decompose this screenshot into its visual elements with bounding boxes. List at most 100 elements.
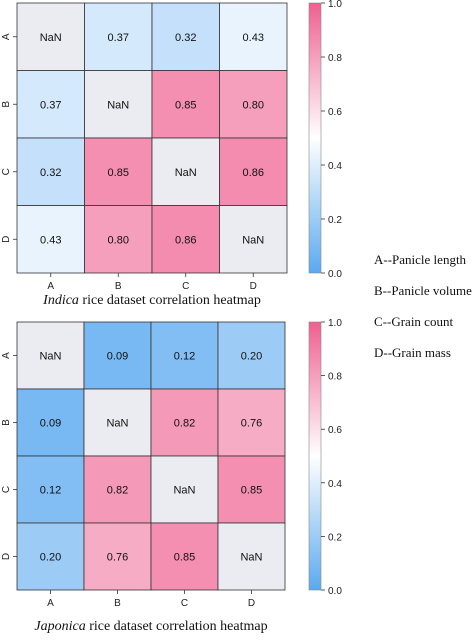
chart-title-rest: rice dataset correlation heatmap (79, 293, 261, 308)
heatmap-cell (16, 205, 85, 274)
cell-value-label: 0.86 (175, 234, 196, 246)
heatmap-cell (219, 70, 288, 139)
colorbar-tick-label: 0.4 (328, 479, 342, 490)
x-tick-label: C (182, 281, 189, 292)
colorbar-tick-label: 0.8 (328, 53, 342, 64)
cell-value-label: 0.76 (241, 418, 262, 430)
y-tick-label: C (1, 486, 12, 493)
heatmap-cell (16, 455, 85, 524)
chart-title: Japonica rice dataset correlation heatma… (34, 619, 267, 634)
cell-value-label: 0.82 (174, 418, 195, 430)
cell-value-label: 0.43 (40, 234, 61, 246)
heatmap-cell (84, 205, 153, 274)
heatmap-cell (16, 137, 85, 206)
colorbar-tick-label: 0.0 (328, 269, 342, 280)
chart-title-italic: Indica (42, 293, 79, 308)
cell-value-label: 0.20 (241, 351, 262, 363)
cell-value-label: 0.82 (107, 485, 128, 497)
cell-value-label: 0.85 (108, 167, 129, 179)
y-tick-label: A (1, 33, 12, 40)
colorbar-tick-label: 0.8 (328, 372, 342, 383)
chart-title-italic: Japonica (34, 619, 85, 634)
heatmap-cell (217, 321, 286, 390)
heatmap-cell (217, 388, 286, 457)
colorbar-tick-label: 0.0 (328, 586, 342, 597)
y-tick-label: D (1, 236, 12, 243)
heatmap-cell (151, 2, 220, 71)
heatmap-cell (83, 455, 152, 524)
heatmap-cell (83, 321, 152, 390)
y-tick-label: B (1, 101, 12, 108)
y-tick-label: B (1, 419, 12, 426)
cell-value-label: 0.86 (243, 167, 264, 179)
x-tick-label: C (181, 598, 188, 609)
cell-value-label: 0.76 (107, 552, 128, 564)
cell-value-label: 0.37 (108, 32, 129, 44)
heatmap-cell (150, 321, 219, 390)
colorbar-tick-label: 0.4 (328, 161, 342, 172)
cell-value-label: NaN (40, 32, 62, 44)
cell-value-label: 0.32 (40, 167, 61, 179)
legend-item-a: A--Panicle length (374, 252, 467, 267)
cell-value-label: 0.09 (107, 351, 128, 363)
cell-value-label: 0.85 (175, 99, 196, 111)
cell-value-label: 0.32 (175, 32, 196, 44)
cell-value-label: 0.80 (243, 99, 264, 111)
heatmap-cell (84, 137, 153, 206)
cell-value-label: 0.85 (174, 552, 195, 564)
x-tick-label: A (47, 598, 54, 609)
cell-value-label: NaN (106, 418, 128, 430)
colorbar-tick-label: 0.2 (328, 532, 342, 543)
cell-value-label: NaN (173, 485, 195, 497)
colorbar-tick-label: 1.0 (328, 318, 342, 329)
heatmap-cell (150, 388, 219, 457)
cell-value-label: NaN (175, 167, 197, 179)
heatmap-cell (16, 70, 85, 139)
heatmap-cell (150, 455, 219, 524)
cell-value-label: 0.20 (40, 552, 61, 564)
cell-value-label: 0.12 (174, 351, 195, 363)
heatmap-cell (16, 2, 85, 71)
cell-value-label: 0.85 (241, 485, 262, 497)
colorbar-tick-label: 0.6 (328, 107, 342, 118)
heatmap-cell (217, 522, 286, 591)
heatmap-cell (83, 522, 152, 591)
cell-value-label: 0.37 (40, 99, 61, 111)
heatmap-cell (151, 70, 220, 139)
heatmap-cell (16, 321, 85, 390)
cell-value-label: NaN (107, 99, 129, 111)
chart-title: Indica rice dataset correlation heatmap (42, 293, 261, 308)
colorbar (308, 2, 322, 274)
y-tick-label: A (1, 352, 12, 359)
legend-item-b: B--Panicle volume (374, 283, 472, 298)
x-tick-label: A (47, 281, 54, 292)
legend-item-d: D--Grain mass (374, 345, 451, 360)
x-tick-label: D (248, 598, 255, 609)
cell-value-label: 0.09 (40, 418, 61, 430)
cell-value-label: 0.43 (243, 32, 264, 44)
cell-value-label: 0.12 (40, 485, 61, 497)
colorbar-tick-label: 0.6 (328, 425, 342, 436)
cell-value-label: 0.80 (108, 234, 129, 246)
colorbar-tick-label: 1.0 (328, 0, 342, 10)
cell-value-label: NaN (240, 552, 262, 564)
colorbar-tick-label: 0.2 (328, 215, 342, 226)
cell-value-label: NaN (39, 351, 61, 363)
legend-item-c: C--Grain count (374, 314, 454, 329)
heatmap-cell (150, 522, 219, 591)
heatmap-cell (219, 2, 288, 71)
x-tick-label: D (250, 281, 257, 292)
heatmap-cell (83, 388, 152, 457)
y-tick-label: D (1, 553, 12, 560)
heatmap-cell (16, 522, 85, 591)
heatmap-cell (219, 205, 288, 274)
x-tick-label: B (114, 598, 121, 609)
chart-title-rest: rice dataset correlation heatmap (86, 619, 268, 634)
colorbar (308, 321, 322, 591)
y-tick-label: C (1, 168, 12, 175)
x-tick-label: B (115, 281, 122, 292)
cell-value-label: NaN (242, 234, 264, 246)
heatmap-cell (217, 455, 286, 524)
